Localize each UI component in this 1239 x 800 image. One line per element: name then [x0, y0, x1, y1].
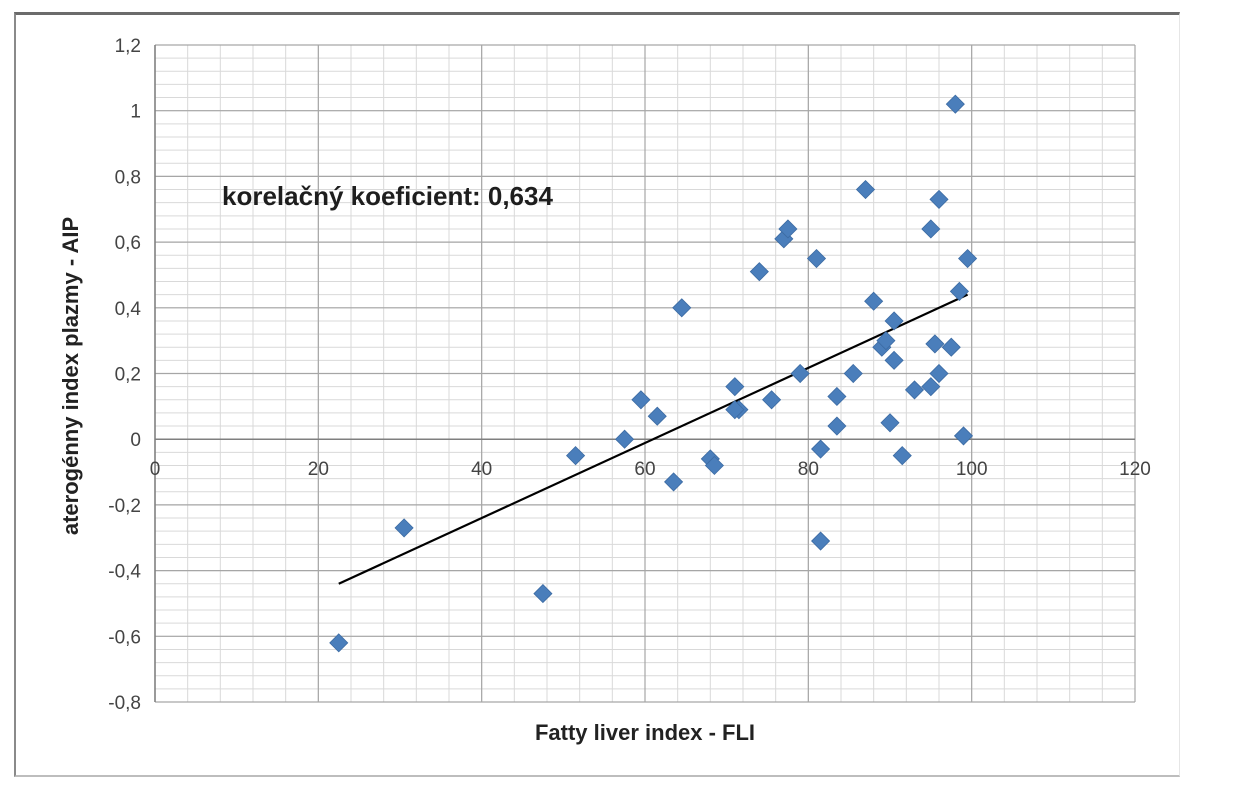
data-point [941, 337, 961, 357]
data-point [762, 390, 782, 410]
y-tick-label: 0,6 [115, 233, 141, 254]
chart-frame [14, 12, 1180, 777]
data-point [904, 380, 925, 400]
data-point [811, 439, 831, 459]
tick-labels: 0 20 40 60 80 100 120 1,2 1 0,8 0,6 0,4 0,2 0 -0,2 -0,4… [108, 36, 1151, 714]
data-point [929, 189, 949, 209]
data-points [329, 94, 978, 653]
data-point [949, 281, 969, 301]
y-tick-label: -0,4 [108, 562, 141, 583]
data-point [884, 311, 904, 331]
data-point [921, 219, 941, 239]
data-point [827, 416, 847, 436]
data-point [394, 518, 414, 538]
data-point [566, 446, 586, 466]
data-point [880, 413, 900, 433]
data-point [790, 363, 810, 384]
trendline [338, 293, 969, 585]
y-tick-label: -0,6 [108, 627, 141, 648]
data-point [925, 334, 945, 354]
data-point [953, 426, 974, 446]
axes [154, 45, 1135, 702]
data-point [725, 400, 745, 420]
x-tick-label: 20 [308, 459, 329, 480]
y-tick-label: 1 [130, 102, 141, 123]
data-point [647, 406, 667, 426]
data-point [921, 377, 941, 397]
data-point [806, 248, 827, 269]
x-tick-label: 120 [1119, 459, 1151, 480]
data-point [958, 248, 978, 269]
data-point [892, 446, 912, 466]
data-point [876, 331, 896, 351]
y-axis-title: aterogénny index plazmy - AIP [58, 217, 83, 535]
data-point [704, 455, 724, 476]
gridlines [154, 44, 1136, 703]
x-tick-label: 60 [634, 459, 655, 480]
data-point [929, 363, 949, 384]
y-tick-label: 0,8 [115, 167, 141, 188]
data-point [864, 291, 884, 311]
correlation-annotation: korelačný koeficient: 0,634 [222, 181, 553, 211]
data-point [615, 429, 635, 449]
data-point [778, 219, 798, 239]
x-tick-label: 100 [956, 459, 988, 480]
y-tick-label: 1,2 [115, 36, 141, 57]
data-point [827, 386, 847, 407]
y-tick-label: -0,8 [108, 693, 141, 714]
data-point [811, 531, 831, 551]
data-point [749, 262, 769, 282]
x-tick-label: 80 [798, 459, 819, 480]
data-point [725, 377, 745, 397]
data-point [945, 94, 965, 114]
y-tick-label: 0,2 [115, 365, 141, 386]
data-point [843, 363, 863, 384]
x-tick-label: 0 [150, 459, 161, 480]
y-tick-label: 0,4 [115, 299, 142, 320]
x-axis-title: Fatty liver index - FLI [535, 720, 755, 745]
data-point [329, 633, 349, 653]
y-tick-label: -0,2 [108, 496, 141, 517]
data-point [533, 584, 553, 604]
data-point [672, 298, 692, 318]
data-point [631, 390, 651, 410]
x-tick-label: 40 [471, 459, 492, 480]
data-point [884, 350, 904, 370]
trendline-group [338, 293, 969, 585]
data-point [855, 179, 876, 200]
y-tick-label: 0 [130, 430, 141, 451]
data-point [664, 472, 684, 492]
